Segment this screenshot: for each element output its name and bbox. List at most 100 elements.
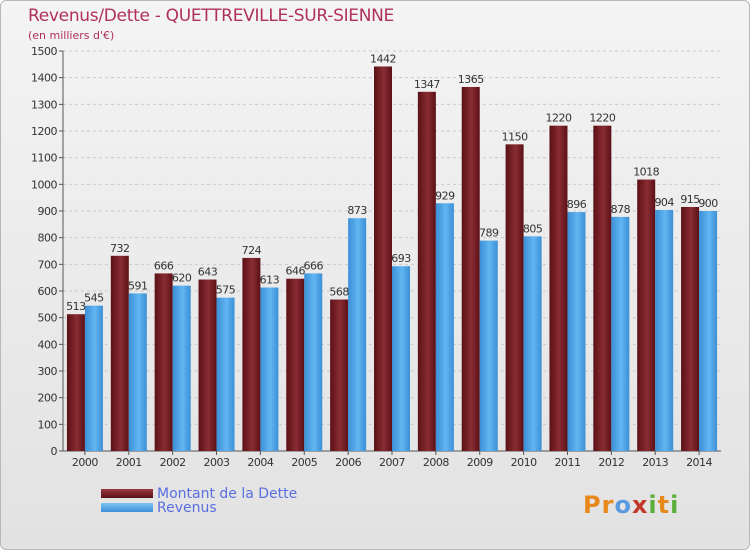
bar-revenus [304,273,323,451]
bar-revenus [567,212,586,451]
y-tick-label: 700 [38,258,58,271]
y-tick-label: 400 [38,338,58,351]
data-label: 568 [329,286,349,299]
x-tick-label: 2006 [335,456,361,469]
data-label: 878 [611,203,631,216]
data-label: 900 [698,197,718,210]
data-label: 666 [154,259,174,272]
data-label: 545 [84,292,104,305]
data-label: 1220 [589,112,615,125]
x-tick-label: 2012 [598,456,624,469]
data-label: 613 [260,274,280,287]
bar-dette [242,257,261,451]
bar-dette [330,299,349,451]
data-label: 1442 [370,52,396,65]
logo-letter: r [601,491,615,519]
data-label: 724 [242,244,262,257]
data-label: 789 [479,227,499,240]
x-tick-label: 2009 [467,456,493,469]
bar-dette [549,125,568,452]
bar-dette [374,66,392,451]
y-tick-label: 1500 [31,45,57,58]
legend-swatch-debt [101,489,153,498]
y-tick-label: 200 [38,392,58,405]
bar-revenus [348,218,367,451]
logo-letter: t [657,491,671,519]
bar-revenus [435,203,454,451]
y-tick-label: 900 [38,205,58,218]
x-tick-label: 2005 [291,456,317,469]
data-label: 575 [216,284,236,297]
bar-dette [417,91,436,452]
proxiti-logo: Proxiti [583,491,679,519]
y-tick-label: 300 [38,365,58,378]
legend-swatch-revenus [101,503,153,512]
data-label: 513 [66,300,86,313]
bar-revenus [655,209,674,451]
data-label: 929 [435,189,455,202]
bar-revenus [216,297,235,451]
data-label: 643 [198,266,218,279]
x-tick-label: 2007 [379,456,405,469]
logo-letter: i [670,491,680,519]
y-tick-label: 1400 [31,72,57,85]
bar-revenus [479,240,498,451]
y-tick-label: 1300 [31,98,57,111]
x-tick-label: 2002 [160,456,186,469]
bar-dette [461,87,480,451]
x-tick-label: 2001 [116,456,142,469]
y-tick-label: 1000 [31,178,57,191]
chart-subtitle: (en milliers d'€) [28,29,115,42]
data-label: 896 [567,198,587,211]
legend-label-debt: Montant de la Dette [157,486,298,502]
y-tick-label: 600 [38,285,58,298]
data-label: 1347 [414,78,440,91]
data-label: 646 [286,265,306,278]
data-label: 1220 [545,112,571,125]
bar-revenus [611,216,630,451]
logo-letter: i [648,491,658,519]
x-tick-label: 2014 [686,456,712,469]
bar-dette [198,279,217,451]
data-label: 1018 [633,166,659,179]
y-tick-label: 500 [38,312,58,325]
chart-title: Revenus/Dette - QUETTREVILLE-SUR-SIENNE [28,6,395,26]
bar-dette [286,278,305,451]
y-tick-label: 1200 [31,125,57,138]
x-tick-label: 2010 [511,456,537,469]
bar-revenus [392,266,410,451]
bar-dette [110,255,129,451]
y-tick-label: 800 [38,232,58,245]
logo-letter: x [631,491,649,519]
bar-dette [66,314,85,451]
x-tick-label: 2011 [554,456,580,469]
data-label: 915 [680,193,700,206]
data-label: 1365 [458,73,484,86]
y-tick-label: 1100 [31,152,57,165]
logo-letter: P [583,491,602,519]
x-tick-label: 2013 [642,456,668,469]
x-tick-label: 2008 [423,456,449,469]
data-label: 666 [304,259,324,272]
x-tick-label: 2000 [72,456,98,469]
bar-revenus [84,305,103,451]
bar-revenus [260,287,279,451]
bar-revenus [523,236,542,451]
bar-dette [593,125,612,452]
bar-revenus [172,285,191,451]
logo-letter: o [614,491,632,519]
data-label: 693 [391,252,411,265]
y-tick-label: 100 [38,418,58,431]
bar-dette [505,144,524,452]
legend-label-revenus: Revenus [157,500,217,516]
data-label: 805 [523,222,543,235]
x-tick-label: 2004 [247,456,273,469]
y-tick-label: 0 [51,445,58,458]
data-label: 591 [128,279,148,292]
bar-revenus [128,293,147,451]
data-label: 1150 [502,130,528,143]
bar-revenus [699,211,718,451]
bar-dette [637,179,656,452]
